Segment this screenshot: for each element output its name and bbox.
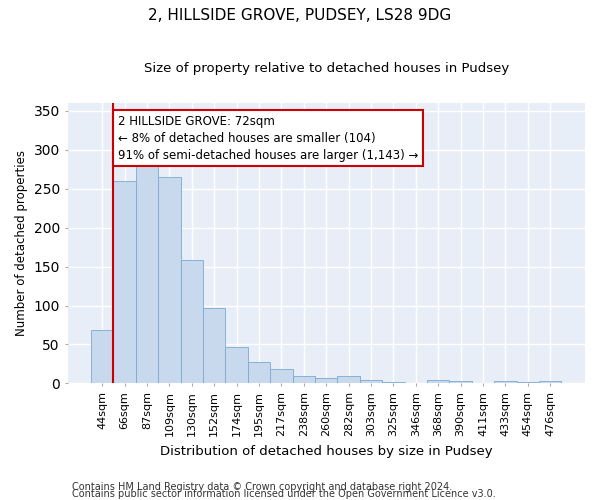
Bar <box>315 378 337 384</box>
Bar <box>203 308 226 384</box>
Title: Size of property relative to detached houses in Pudsey: Size of property relative to detached ho… <box>143 62 509 76</box>
Bar <box>360 380 382 384</box>
X-axis label: Distribution of detached houses by size in Pudsey: Distribution of detached houses by size … <box>160 444 493 458</box>
Bar <box>382 382 404 384</box>
Text: Contains public sector information licensed under the Open Government Licence v3: Contains public sector information licen… <box>72 489 496 499</box>
Bar <box>427 380 449 384</box>
Bar <box>248 362 270 384</box>
Bar <box>494 381 517 384</box>
Bar <box>449 381 472 384</box>
Bar <box>158 177 181 384</box>
Bar <box>136 156 158 384</box>
Bar <box>539 381 562 384</box>
Bar <box>226 347 248 384</box>
Text: Contains HM Land Registry data © Crown copyright and database right 2024.: Contains HM Land Registry data © Crown c… <box>72 482 452 492</box>
Bar <box>293 376 315 384</box>
Bar <box>337 376 360 384</box>
Text: 2 HILLSIDE GROVE: 72sqm
← 8% of detached houses are smaller (104)
91% of semi-de: 2 HILLSIDE GROVE: 72sqm ← 8% of detached… <box>118 114 418 162</box>
Y-axis label: Number of detached properties: Number of detached properties <box>15 150 28 336</box>
Bar <box>181 260 203 384</box>
Bar <box>113 181 136 384</box>
Bar <box>517 382 539 384</box>
Bar <box>270 370 293 384</box>
Text: 2, HILLSIDE GROVE, PUDSEY, LS28 9DG: 2, HILLSIDE GROVE, PUDSEY, LS28 9DG <box>148 8 452 22</box>
Bar <box>91 330 113 384</box>
